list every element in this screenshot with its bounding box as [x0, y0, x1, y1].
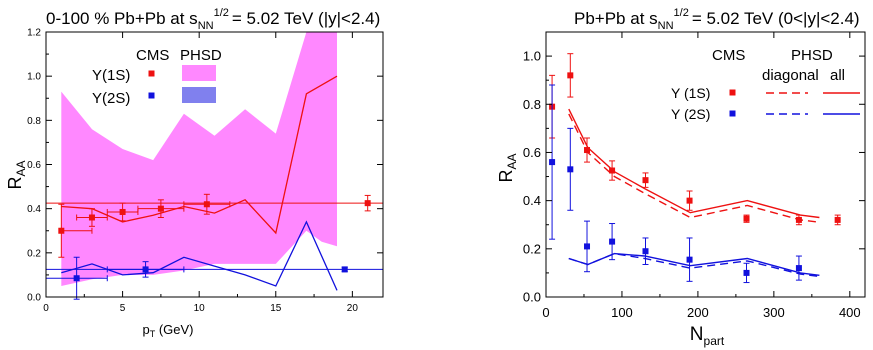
- right-cms-1s-marker: [584, 147, 591, 154]
- right-cms-2s-marker: [686, 256, 693, 263]
- left-y-tick-label: 0.4: [27, 204, 41, 215]
- right-phsd-1s-all-line: [568, 108, 820, 219]
- right-y-tick-label: 0.4: [523, 193, 541, 208]
- right-cms-2s-marker: [567, 166, 574, 173]
- right-legend-phsd-header: PHSD: [791, 47, 833, 64]
- left-y-tick-label: 1.0: [27, 72, 41, 83]
- left-x-axis-label: pT (GeV): [142, 322, 193, 339]
- left-y-tick-label: 0.0: [27, 293, 41, 304]
- left-chart-title: 0-100 % Pb+Pb at sNN1/2 = 5.02 TeV (|y|<2…: [46, 7, 380, 32]
- left-x-tick-label: 5: [120, 303, 126, 314]
- right-legend-2s-label: Υ (2S): [671, 106, 710, 122]
- right-cms-1s-marker: [834, 216, 841, 223]
- right-x-tick-label: 400: [839, 305, 861, 320]
- right-cms-1s-marker: [795, 216, 802, 223]
- right-chart: 0 100 200 300 400 0.0 0.2 0.4 0.6 0.8 1.0 Pb+Pb at…: [496, 7, 866, 348]
- right-legend-all-header: all: [830, 67, 845, 84]
- left-y-tick-label: 1.2: [27, 28, 41, 39]
- right-legend: CMS PHSD diagonal all Υ (1S) Υ (2S): [671, 47, 860, 122]
- right-y-tick-label: 0.8: [523, 97, 541, 112]
- left-cms-1s-marker: [119, 208, 126, 215]
- left-legend-phsd-header: PHSD: [180, 47, 222, 64]
- left-x-tick-label: 20: [347, 303, 359, 314]
- left-y-axis-label: RAA: [5, 160, 28, 189]
- right-legend-2s-marker: [729, 110, 736, 117]
- left-phsd-band-layer: [61, 32, 338, 286]
- left-y-tick-label: 0.6: [27, 160, 41, 171]
- left-cms-2s-marker: [341, 266, 348, 273]
- right-cms-2s-marker: [584, 243, 591, 250]
- left-cms-1s-marker: [88, 214, 95, 221]
- right-cms-1s-marker: [686, 197, 693, 204]
- right-x-tick-label: 100: [611, 305, 633, 320]
- right-plot-frame: [545, 31, 866, 298]
- right-legend-diagonal-header: diagonal: [762, 67, 819, 84]
- left-y-tick-label: 0.2: [27, 248, 41, 259]
- right-y-tick-label: 0.2: [523, 241, 541, 256]
- right-y-tick-label: 1.0: [523, 49, 541, 64]
- left-x-tick-label: 15: [270, 303, 282, 314]
- left-x-tick-label: 0: [43, 303, 49, 314]
- right-cms-2s-marker: [549, 159, 556, 166]
- left-cms-2s-marker: [73, 275, 80, 282]
- right-legend-1s-label: Υ (1S): [671, 85, 710, 101]
- right-phsd-2s-all-line: [568, 252, 820, 276]
- left-x-tick-label: 10: [194, 303, 206, 314]
- right-y-tick-label: 0.0: [523, 290, 541, 305]
- right-cms-1s-marker: [567, 72, 574, 79]
- right-x-tick-label: 0: [542, 305, 549, 320]
- right-axes-layer: 0 100 200 300 400 0.0 0.2 0.4 0.6 0.8 1.0: [523, 31, 866, 320]
- left-cms-1s-marker: [364, 200, 371, 207]
- right-cms-data-layer: [549, 53, 841, 284]
- right-cms-2s-marker: [795, 265, 802, 272]
- right-y-axis-label: RAA: [496, 153, 519, 182]
- left-legend: CMS PHSD Υ(1S) Υ(2S): [92, 47, 222, 107]
- left-cms-2s-marker: [142, 266, 149, 273]
- left-y-tick-label: 0.8: [27, 116, 41, 127]
- right-cms-2s-marker: [642, 248, 649, 255]
- left-legend-1s-band-swatch: [182, 65, 216, 81]
- left-axes-layer: 0 5 10 15 20 0.0 0.2 0.4 0.6 0.8 1.0 1.2: [27, 28, 384, 314]
- right-x-tick-label: 300: [763, 305, 785, 320]
- left-cms-1s-marker: [203, 201, 210, 208]
- right-y-tick-label: 0.6: [523, 145, 541, 160]
- left-cms-1s-marker: [58, 227, 65, 234]
- right-phsd-lines-layer: [568, 108, 820, 278]
- left-cms-1s-marker: [157, 205, 164, 212]
- right-legend-cms-header: CMS: [712, 47, 745, 64]
- left-legend-2s-band-swatch: [182, 87, 216, 103]
- left-chart: 0 5 10 15 20 0.0 0.2 0.4 0.6 0.8 1.0 1.2 0-100 % Pb…: [5, 7, 384, 339]
- right-chart-title: Pb+Pb at sNN1/2 = 5.02 TeV (0<|y|<2.4): [574, 7, 860, 32]
- left-legend-2s-label: Υ(2S): [92, 90, 130, 107]
- right-cms-2s-marker: [609, 238, 616, 245]
- left-legend-2s-marker: [148, 92, 155, 99]
- left-legend-cms-header: CMS: [136, 47, 169, 64]
- left-legend-1s-marker: [148, 70, 155, 77]
- left-cms-data-layer: [45, 193, 371, 300]
- left-legend-1s-label: Υ(1S): [92, 67, 130, 84]
- right-cms-2s-marker: [743, 269, 750, 276]
- right-cms-1s-marker: [743, 215, 750, 222]
- left-phsd-1s-band: [61, 32, 338, 286]
- right-cms-1s-marker: [609, 167, 616, 174]
- right-phsd-1s-diagonal-line: [568, 113, 820, 223]
- right-legend-1s-marker: [729, 89, 736, 96]
- right-x-tick-label: 200: [687, 305, 709, 320]
- right-cms-1s-marker: [642, 177, 649, 184]
- right-x-axis-label: Npart: [690, 324, 725, 348]
